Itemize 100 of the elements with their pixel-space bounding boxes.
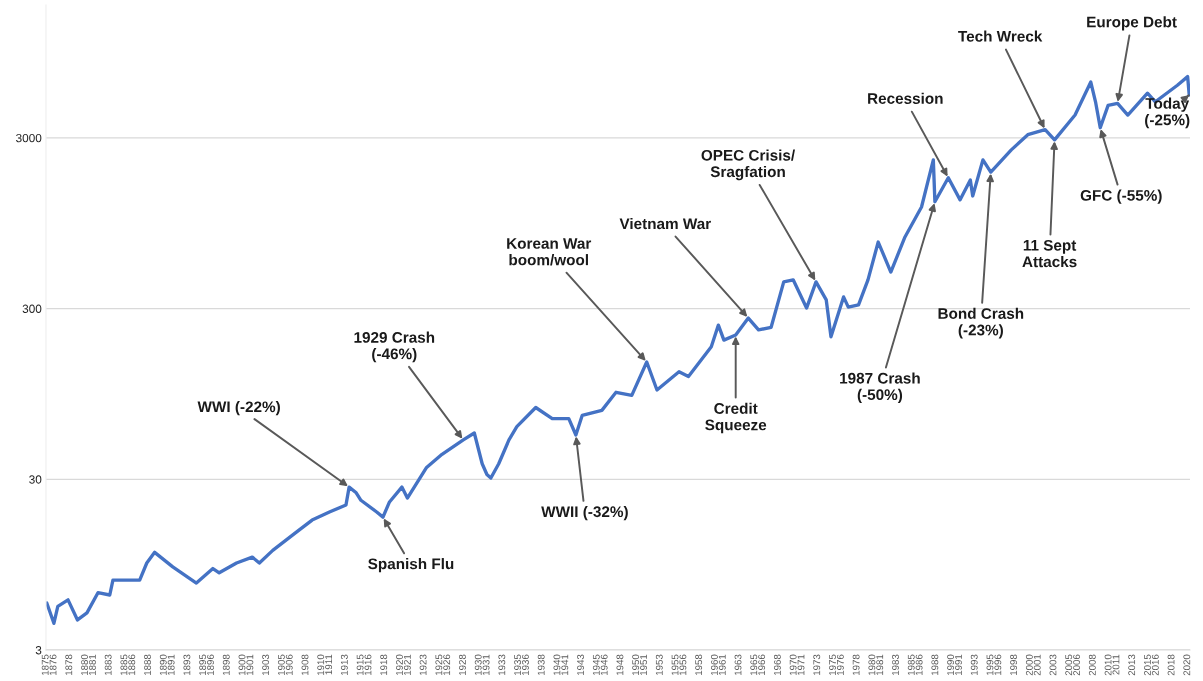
annotation: 1987 Crash (-50%)	[840, 372, 920, 404]
annotation: WWII (-32%)	[541, 505, 628, 521]
x-tick-label: 1986	[915, 654, 923, 676]
x-tick-label: 1958	[695, 654, 703, 676]
x-tick-label: 1968	[773, 654, 781, 676]
x-tick-label: 1908	[301, 654, 309, 676]
x-tick-label: 1976	[836, 654, 844, 676]
x-tick-label: 1878	[65, 654, 73, 676]
x-tick-label: 1933	[498, 654, 506, 676]
x-tick-label: 1930	[474, 654, 482, 676]
x-tick-label: 1875	[41, 654, 49, 676]
x-tick-label: 1905	[277, 654, 285, 676]
x-tick-label: 1950	[632, 654, 640, 676]
x-tick-label: 2006	[1073, 654, 1081, 676]
annotation: Today (-25%)	[1145, 97, 1190, 129]
x-tick-label: 1983	[892, 654, 899, 676]
x-tick-label: 1901	[246, 654, 254, 676]
annotation: OPEC Crisis/ Sragfation	[701, 149, 795, 181]
x-tick-label: 1888	[144, 654, 151, 676]
y-tick-label: 3	[35, 646, 42, 655]
x-tick-label: 2016	[1151, 654, 1159, 676]
x-tick-label: 1943	[577, 654, 584, 676]
x-tick-label: 2003	[1049, 654, 1057, 676]
x-tick-label: 2020	[1183, 654, 1191, 676]
x-tick-label: 1935	[514, 654, 522, 676]
x-tick-label: 1988	[931, 654, 939, 676]
x-tick-label: 1900	[238, 654, 246, 676]
x-tick-label: 1883	[104, 654, 112, 676]
annotation: GFC (-55%)	[1080, 189, 1162, 204]
x-tick-label: 1916	[364, 654, 372, 676]
x-tick-label: 1880	[81, 654, 88, 676]
x-tick-label: 2013	[1128, 654, 1136, 676]
annotation: Tech Wreck	[958, 30, 1043, 42]
x-tick-label: 1996	[994, 654, 1002, 676]
x-tick-label: 2010	[1104, 654, 1112, 676]
x-tick-label: 1963	[734, 654, 742, 676]
x-tick-label: 2008	[1088, 654, 1096, 676]
x-tick-label: 2005	[1065, 654, 1073, 676]
annotation: WWI (-22%)	[197, 400, 280, 416]
x-tick-label: 2011	[1112, 654, 1120, 675]
x-tick-label: 1915	[356, 654, 364, 676]
x-tick-label: 1876	[49, 654, 57, 676]
annotation: Spanish Flu	[368, 558, 454, 573]
x-tick-label: 1891	[167, 654, 175, 676]
x-tick-label: 1906	[285, 654, 293, 676]
x-tick-label: 1960	[710, 654, 718, 676]
x-tick-label: 1945	[592, 654, 600, 676]
x-tick-label: 1990	[947, 654, 955, 676]
annotation: Korean War boom/wool	[507, 238, 592, 266]
annotation: Europe Debt	[1087, 16, 1177, 31]
x-tick-label: 1980	[868, 654, 876, 676]
x-tick-label: 1928	[459, 654, 466, 676]
x-tick-label: 2001	[1033, 654, 1041, 676]
x-tick-label: 1925	[435, 654, 443, 676]
x-tick-label: 1998	[1010, 654, 1018, 676]
x-tick-label: 1971	[797, 654, 805, 676]
line-series	[46, 74, 1190, 625]
x-tick-label: 1886	[128, 654, 136, 676]
y-tick-label: 3000	[16, 133, 42, 143]
annotation: Recession	[868, 92, 943, 104]
x-tick-label: 2000	[1025, 654, 1033, 676]
x-tick-label: 1921	[403, 654, 411, 676]
x-tick-label: 1961	[718, 654, 726, 676]
x-tick-label: 1898	[222, 654, 230, 676]
x-tick-label: 1975	[829, 654, 836, 676]
x-tick-label: 1936	[522, 654, 529, 676]
x-tick-label: 1948	[616, 654, 624, 676]
x-tick-label: 1956	[679, 654, 687, 676]
x-tick-label: 1931	[482, 654, 490, 676]
x-tick-label: 1895	[199, 654, 207, 676]
x-tick-label: 1881	[88, 654, 96, 676]
x-tick-label: 1970	[789, 654, 797, 676]
x-tick-label: 1923	[419, 654, 427, 676]
x-tick-label: 2018	[1167, 654, 1175, 676]
x-tick-label: 1973	[813, 654, 821, 676]
y-tick-label: 300	[22, 304, 42, 313]
x-tick-label: 1885	[120, 654, 128, 676]
x-tick-label: 1981	[876, 654, 884, 676]
x-tick-label: 1993	[970, 654, 978, 676]
x-tick-label: 1995	[986, 654, 994, 676]
annotation: 11 Sept Attacks	[1022, 239, 1077, 268]
x-tick-label: 1978	[852, 654, 860, 676]
x-tick-label: 1991	[955, 654, 962, 676]
x-tick-label: 1910	[317, 654, 325, 676]
annotation: Credit Squeeze	[705, 402, 767, 434]
x-tick-label: 1941	[561, 654, 569, 676]
x-tick-label: 1893	[183, 654, 191, 676]
x-tick-label: 1940	[553, 654, 561, 676]
x-tick-label: 1918	[380, 654, 388, 676]
annotation: Vietnam War	[619, 217, 711, 230]
y-tick-label: 30	[29, 475, 42, 484]
x-tick-label: 1955	[671, 654, 679, 676]
x-tick-label: 1965	[750, 654, 758, 676]
annotation: 1929 Crash (-46%)	[354, 331, 435, 363]
x-tick-label: 1896	[207, 654, 214, 676]
annotation: Bond Crash (-23%)	[938, 307, 1024, 339]
x-tick-label: 1946	[600, 654, 608, 676]
x-tick-label: 1938	[537, 654, 545, 676]
x-tick-label: 2015	[1144, 654, 1151, 676]
x-tick-label: 1903	[262, 654, 270, 676]
